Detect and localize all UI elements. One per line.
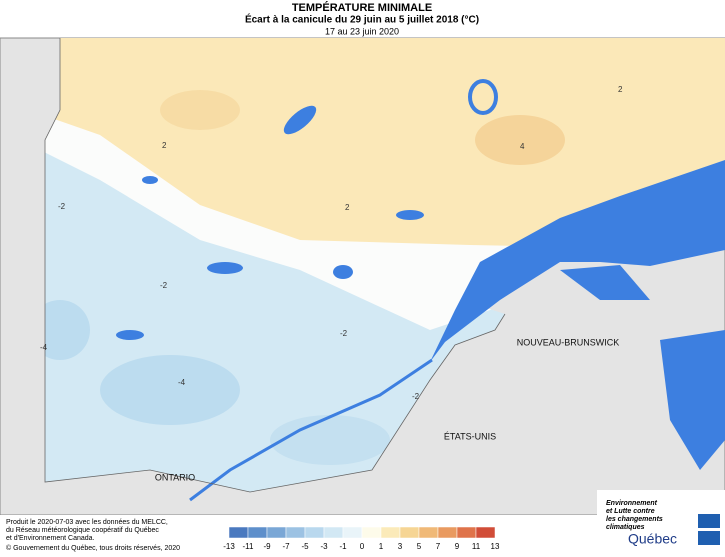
legend-swatch bbox=[285, 526, 306, 539]
reservoir bbox=[468, 79, 498, 115]
legend-swatch bbox=[247, 526, 268, 539]
legend-tick-label: -5 bbox=[301, 542, 309, 551]
contour-label: -2 bbox=[340, 329, 348, 338]
legend-tick-label: 7 bbox=[436, 542, 441, 551]
legend-tick-label: 0 bbox=[360, 542, 365, 551]
contour-label: 4 bbox=[520, 142, 525, 151]
border bbox=[44, 38, 506, 493]
logo-text: climatiques bbox=[606, 524, 645, 531]
logo-flag bbox=[698, 514, 720, 528]
region-label: ÉTATS-UNIS bbox=[444, 431, 496, 441]
contour-label: 2 bbox=[162, 141, 167, 150]
logo-name: Québec bbox=[628, 531, 677, 547]
legend-swatch bbox=[304, 526, 325, 539]
legend-swatch bbox=[228, 526, 249, 539]
region-label: NOUVEAU-BRUNSWICK bbox=[517, 337, 620, 347]
credit: du Réseau météorologique coopératif du Q… bbox=[6, 527, 159, 534]
contour-label: -2 bbox=[412, 392, 420, 401]
credit: et d'Environnement Canada. bbox=[6, 535, 95, 542]
contour-label: 2 bbox=[618, 85, 623, 94]
legend-swatch bbox=[342, 526, 363, 539]
legend-tick-label: 3 bbox=[398, 542, 403, 551]
legend-tick-label: 1 bbox=[379, 542, 384, 551]
logo-text: et Lutte contre bbox=[606, 508, 655, 515]
legend-tick-label: -9 bbox=[263, 542, 271, 551]
credit: Produit le 2020-07-03 avec les données d… bbox=[6, 519, 168, 526]
contour-label: -4 bbox=[178, 378, 186, 387]
legend-swatch bbox=[437, 526, 458, 539]
legend-swatch bbox=[266, 526, 287, 539]
legend-tick-label: -7 bbox=[282, 542, 290, 551]
legend-swatch bbox=[418, 526, 439, 539]
contour-label: -2 bbox=[58, 202, 66, 211]
river bbox=[189, 358, 433, 502]
legend-tick-label: -11 bbox=[243, 542, 255, 551]
legend-tick-label: -3 bbox=[320, 542, 328, 551]
contour-label: -2 bbox=[160, 281, 168, 290]
title: TEMPÉRATURE MINIMALE bbox=[292, 1, 432, 14]
legend: -13 -11 -9 -7 -5 -3 -1 0 1 3 5 7 9 11 13 bbox=[223, 526, 500, 551]
legend-swatch bbox=[323, 526, 344, 539]
legend-tick-label: 5 bbox=[417, 542, 422, 551]
legend-swatch bbox=[456, 526, 477, 539]
legend-tick-label: 13 bbox=[491, 542, 500, 551]
contour-label: -4 bbox=[40, 343, 48, 352]
period: 17 au 23 juin 2020 bbox=[325, 26, 399, 36]
region-label: ONTARIO bbox=[155, 472, 195, 482]
legend-swatch bbox=[361, 526, 382, 539]
legend-swatch bbox=[475, 526, 496, 539]
legend-tick-label: -13 bbox=[223, 542, 235, 551]
legend-swatch bbox=[399, 526, 420, 539]
legend-tick-label: -1 bbox=[339, 542, 347, 551]
contour-label: 2 bbox=[345, 203, 350, 212]
logo-text: Environnement bbox=[606, 500, 658, 507]
subtitle: Écart à la canicule du 29 juin au 5 juil… bbox=[245, 13, 479, 26]
water bbox=[116, 105, 725, 470]
logo-flag bbox=[698, 531, 720, 545]
copyright: © Gouvernement du Québec, tous droits ré… bbox=[6, 544, 180, 552]
legend-tick-label: 11 bbox=[472, 542, 481, 551]
logo-text: les changements bbox=[606, 516, 663, 523]
legend-swatch bbox=[380, 526, 401, 539]
legend-tick-label: 9 bbox=[455, 542, 460, 551]
